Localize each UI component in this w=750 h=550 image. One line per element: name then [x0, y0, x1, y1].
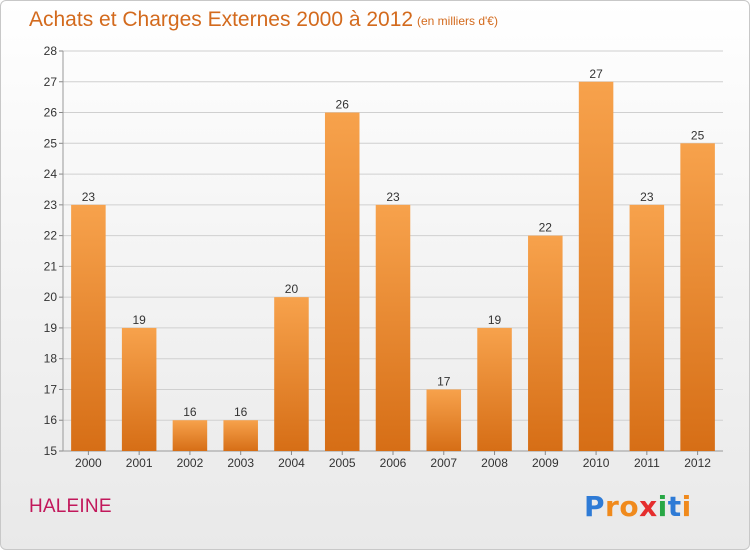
x-tick-label: 2011 — [634, 456, 660, 470]
bar — [629, 204, 665, 451]
x-tick-label: 2001 — [126, 456, 153, 470]
y-tick-label: 25 — [44, 136, 58, 150]
x-tick-label: 2003 — [227, 456, 254, 470]
x-tick-label: 2009 — [532, 456, 559, 470]
logo-letter: x — [639, 490, 658, 523]
logo-letter: P — [584, 490, 606, 523]
y-tick-label: 19 — [44, 321, 58, 335]
bar — [477, 327, 512, 451]
y-tick-label: 15 — [44, 444, 58, 458]
x-tick-label: 2000 — [75, 456, 102, 470]
bar-value-label: 23 — [640, 190, 654, 204]
chart-title: Achats et Charges Externes 2000 à 2012 — [29, 8, 414, 31]
y-tick-label: 20 — [44, 290, 58, 304]
x-tick-label: 2008 — [481, 456, 508, 470]
bar-value-label: 23 — [386, 190, 400, 204]
x-tick-label: 2002 — [177, 456, 204, 470]
y-tick-label: 22 — [44, 229, 58, 243]
logo-letter: i — [681, 490, 692, 523]
bar-value-label: 27 — [589, 67, 603, 81]
bar-value-label: 19 — [488, 313, 502, 327]
x-tick-label: 2006 — [380, 456, 407, 470]
bar-value-label: 25 — [691, 128, 705, 142]
bar — [528, 235, 563, 451]
bar — [121, 327, 157, 451]
bar — [375, 204, 411, 451]
logo-letter: t — [667, 490, 682, 523]
bar-value-label: 19 — [132, 313, 146, 327]
logo-letter: i — [657, 490, 668, 523]
y-tick-label: 16 — [44, 413, 58, 427]
y-tick-label: 18 — [44, 352, 58, 366]
logo-letter: r — [605, 490, 620, 523]
x-tick-label: 2010 — [583, 456, 610, 470]
x-tick-label: 2004 — [278, 456, 305, 470]
bar-value-label: 22 — [539, 221, 553, 235]
bar-value-label: 16 — [234, 405, 248, 419]
bar — [426, 389, 462, 451]
bar — [172, 420, 208, 451]
y-tick-label: 21 — [44, 259, 58, 273]
bar-value-label: 23 — [82, 190, 96, 204]
bar — [578, 81, 614, 452]
x-tick-label: 2012 — [684, 456, 711, 470]
bar — [680, 143, 715, 452]
commune-name: HALEINE — [29, 496, 112, 517]
y-tick-label: 27 — [44, 75, 58, 89]
bar-value-label: 16 — [183, 405, 197, 419]
bar — [223, 420, 258, 451]
bar — [71, 204, 106, 451]
logo-letter: o — [619, 490, 640, 523]
y-tick-label: 23 — [44, 198, 58, 212]
bar-value-label: 17 — [437, 374, 451, 388]
bar-value-label: 26 — [336, 98, 350, 112]
proxiti-logo[interactable]: Proxiti — [584, 490, 692, 523]
bar-value-label: 20 — [285, 282, 299, 296]
chart-unit: (en milliers d'€) — [417, 14, 498, 28]
bar — [324, 112, 360, 452]
y-tick-label: 17 — [44, 382, 58, 396]
bar — [274, 297, 309, 451]
y-tick-label: 26 — [44, 106, 58, 120]
y-tick-label: 24 — [44, 167, 58, 181]
x-tick-label: 2007 — [430, 456, 457, 470]
x-tick-label: 2005 — [329, 456, 356, 470]
y-tick-label: 28 — [44, 44, 58, 58]
